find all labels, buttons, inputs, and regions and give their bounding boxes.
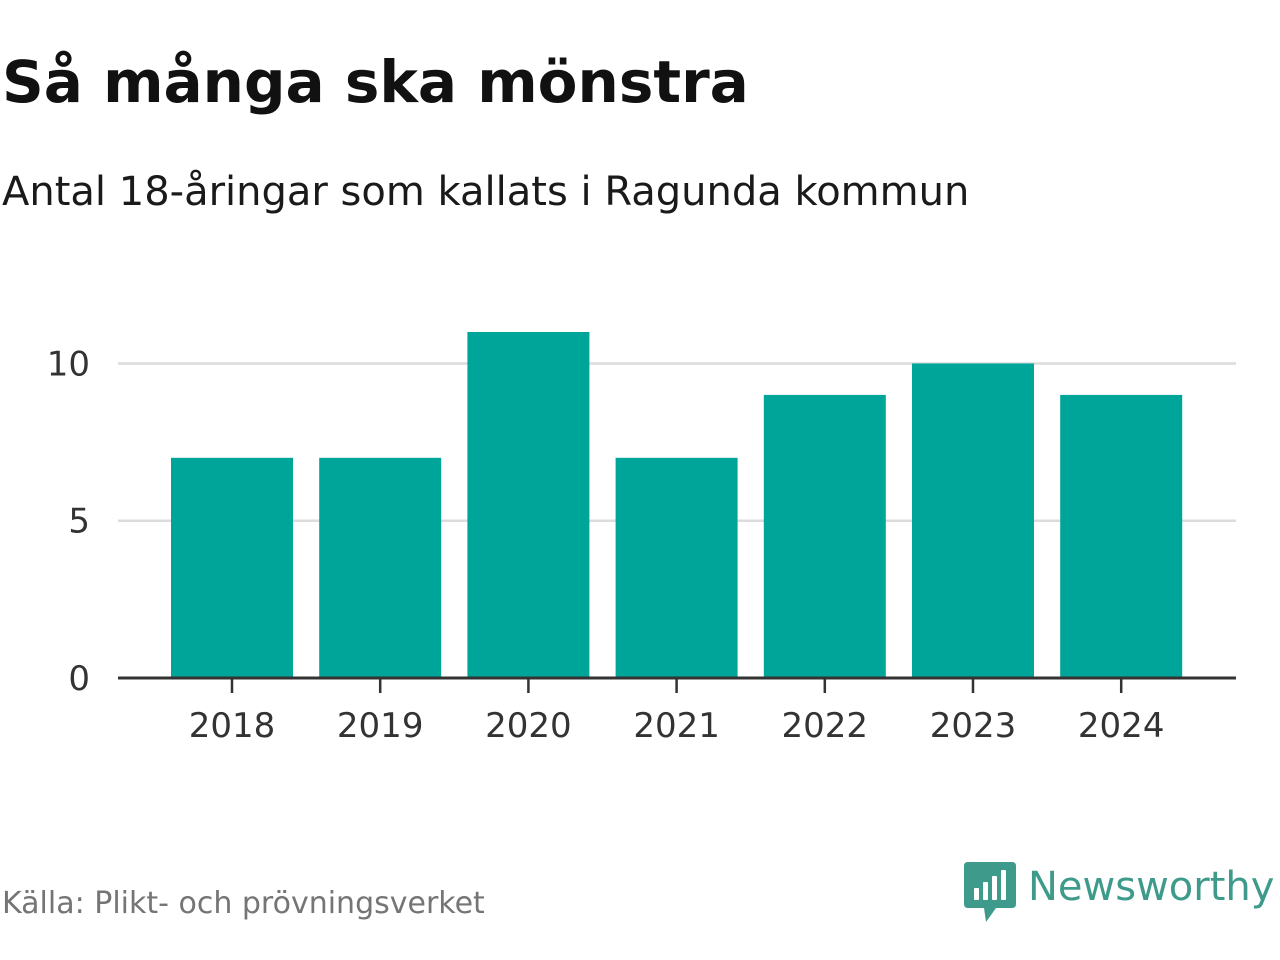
source-note: Källa: Plikt- och prövningsverket: [2, 886, 485, 921]
y-tick-label: 0: [68, 659, 90, 699]
y-tick-label: 10: [47, 344, 90, 384]
bar-2021: [615, 457, 738, 678]
x-tick-label: 2019: [337, 706, 424, 746]
y-tick-label: 5: [68, 502, 90, 542]
bar-2023: [912, 363, 1034, 678]
bar-2024: [1060, 394, 1183, 678]
bar-2022: [763, 394, 886, 678]
x-tick-label: 2024: [1078, 706, 1165, 746]
chart-subtitle: Antal 18-åringar som kallats i Ragunda k…: [2, 169, 970, 215]
x-axis-tick-labels: 2018 2019 2020 2021 2022 2023 2024: [189, 706, 1165, 746]
bar-chart: 0 5 10 2018 2019 2020 2021 2022 2023 2024: [47, 332, 1236, 746]
bar-2018: [171, 457, 293, 678]
bar-2020: [467, 332, 590, 678]
chart-title: Så många ska mönstra: [2, 48, 749, 116]
x-tick-label: 2021: [633, 706, 720, 746]
brand-logo: Newsworthy: [964, 862, 1274, 924]
x-tick-label: 2023: [930, 706, 1017, 746]
x-tick-label: 2020: [485, 706, 572, 746]
y-axis-tick-labels: 0 5 10: [47, 344, 90, 699]
x-tick-label: 2018: [189, 706, 276, 746]
x-axis: [118, 676, 1236, 693]
newsworthy-logo-icon: [964, 862, 1016, 922]
bars: [171, 332, 1183, 678]
bar-2019: [319, 457, 442, 678]
x-tick-label: 2022: [782, 706, 869, 746]
brand-name: Newsworthy: [1028, 864, 1275, 910]
